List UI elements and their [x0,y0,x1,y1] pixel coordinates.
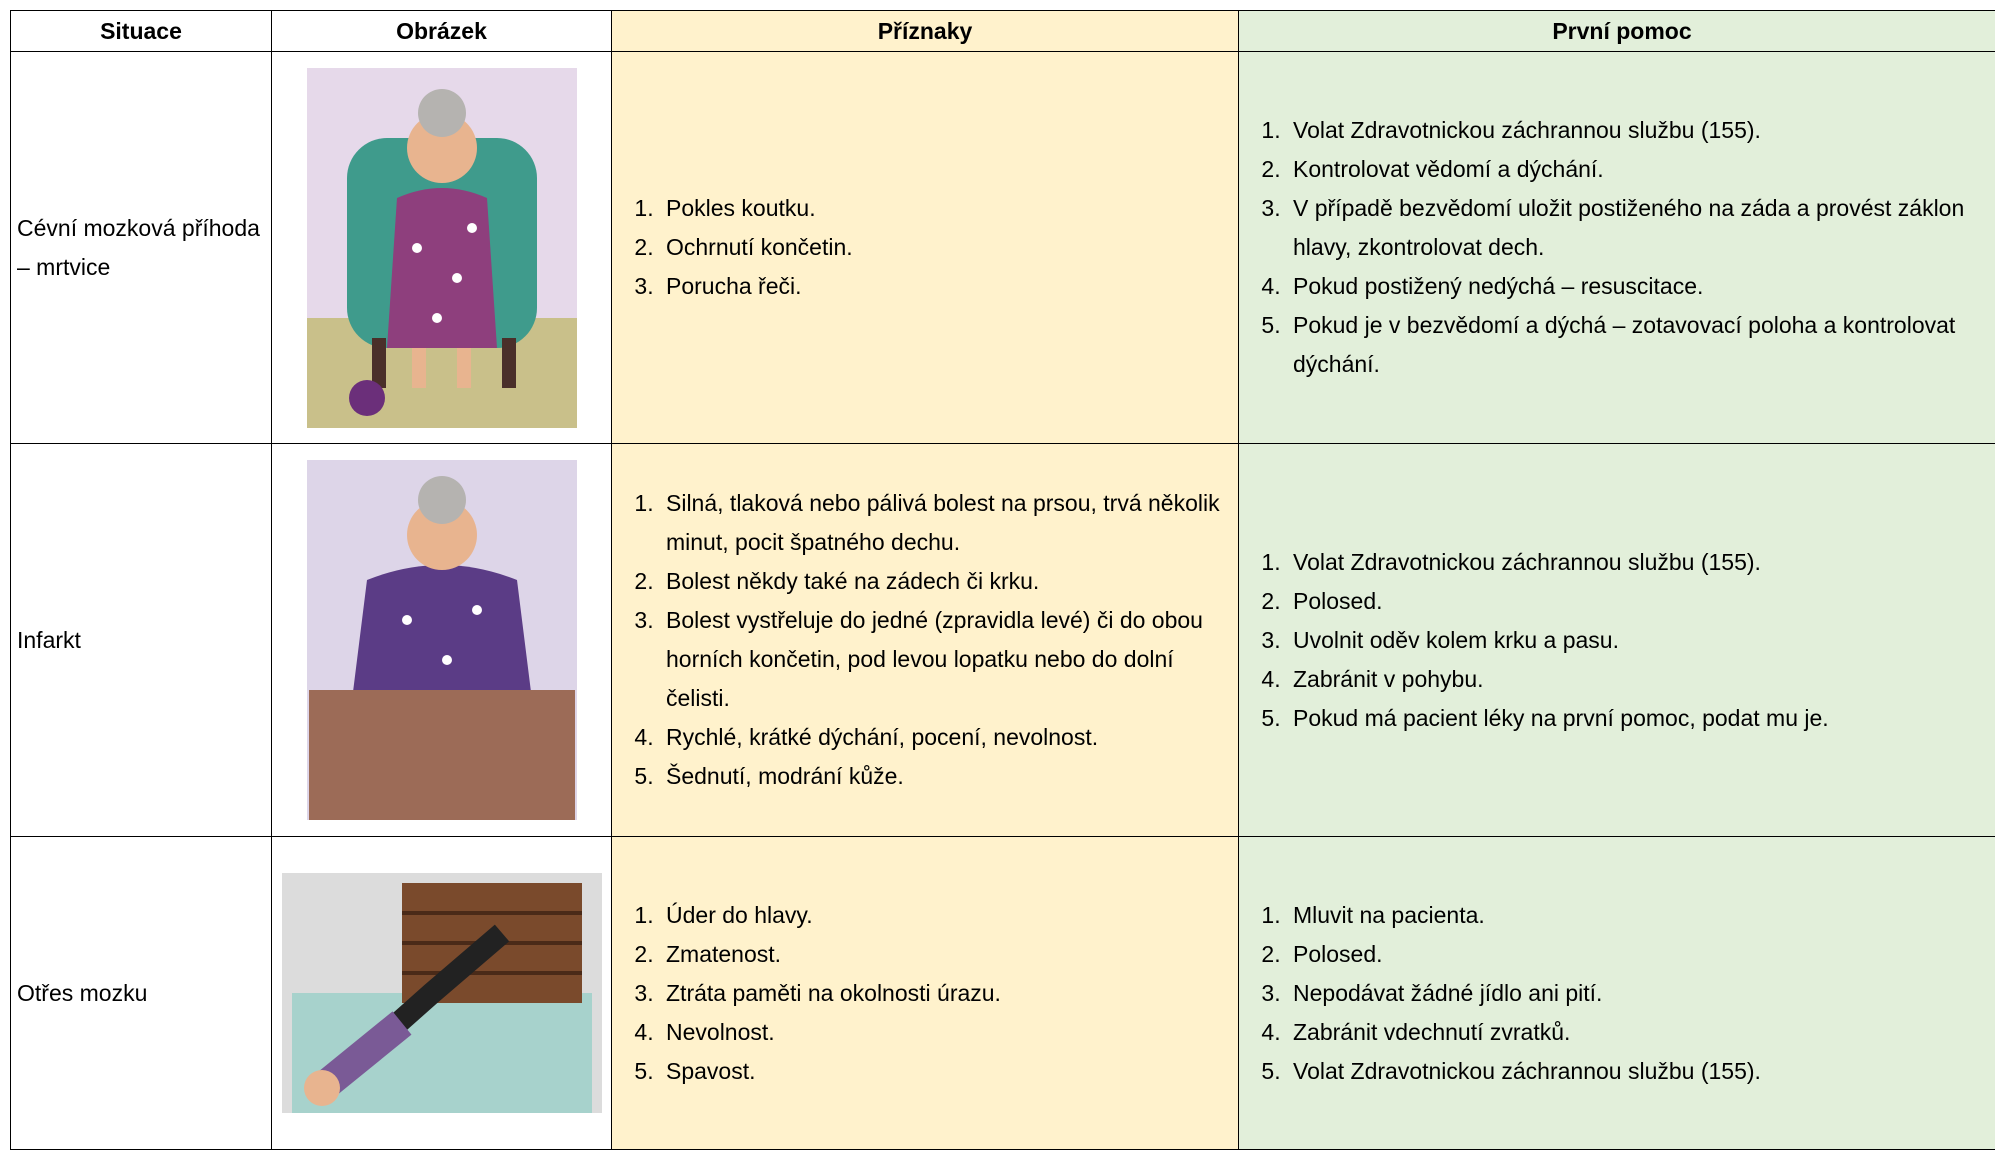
image-cell [272,444,612,837]
list-item: Volat Zdravotnickou záchrannou službu (1… [1287,1052,1995,1091]
situation-cell: Cévní mozková příhoda – mrtvice [11,52,272,444]
list-item: Ochrnutí končetin. [660,228,1232,267]
header-cell: Situace [11,11,272,52]
list-item: Zabránit vdechnutí zvratků. [1287,1013,1995,1052]
list-item: Pokles koutku. [660,189,1232,228]
header-cell: Obrázek [272,11,612,52]
list-item: Rychlé, krátké dýchání, pocení, nevolnos… [660,718,1232,757]
list-item: Úder do hlavy. [660,896,1232,935]
table-row: Infarkt Silná, tlaková nebo pálivá boles… [11,444,1995,837]
symptoms-cell: Pokles koutku.Ochrnutí končetin.Porucha … [612,52,1239,444]
list-item: Nepodávat žádné jídlo ani pití. [1287,974,1995,1013]
header-cell: První pomoc [1239,11,1995,52]
list-item: Pokud postižený nedýchá – resuscitace. [1287,267,1995,306]
symptoms-list: Úder do hlavy.Zmatenost.Ztráta paměti na… [618,896,1232,1091]
list-item: Zabránit v pohybu. [1287,660,1995,699]
situation-cell: Infarkt [11,444,272,837]
first-aid-list: Volat Zdravotnickou záchrannou službu (1… [1245,111,1995,384]
list-item: Šednutí, modrání kůže. [660,757,1232,796]
list-item: Bolest někdy také na zádech či krku. [660,562,1232,601]
list-item: Porucha řeči. [660,267,1232,306]
header-row: Situace Obrázek Příznaky První pomoc [11,11,1995,52]
image-cell [272,837,612,1150]
list-item: Spavost. [660,1052,1232,1091]
situation-cell: Otřes mozku [11,837,272,1150]
list-item: Polosed. [1287,935,1995,974]
list-item: V případě bezvědomí uložit postiženého n… [1287,189,1995,267]
first-aid-list: Mluvit na pacienta.Polosed.Nepodávat žád… [1245,896,1995,1091]
infarct-illustration [297,450,587,830]
concussion-illustration [282,873,602,1113]
list-item: Pokud je v bezvědomí a dýchá – zotavovac… [1287,306,1995,384]
table-row: Cévní mozková příhoda – mrtvice Pokles k… [11,52,1995,444]
image-cell [272,52,612,444]
first-aid-cell: Volat Zdravotnickou záchrannou službu (1… [1239,444,1995,837]
symptoms-list: Silná, tlaková nebo pálivá bolest na prs… [618,484,1232,796]
list-item: Pokud má pacient léky na první pomoc, po… [1287,699,1995,738]
symptoms-list: Pokles koutku.Ochrnutí končetin.Porucha … [618,189,1232,306]
list-item: Nevolnost. [660,1013,1232,1052]
first-aid-list: Volat Zdravotnickou záchrannou službu (1… [1245,543,1995,738]
list-item: Mluvit na pacienta. [1287,896,1995,935]
list-item: Zmatenost. [660,935,1232,974]
list-item: Polosed. [1287,582,1995,621]
list-item: Uvolnit oděv kolem krku a pasu. [1287,621,1995,660]
stroke-illustration [297,58,587,438]
list-item: Silná, tlaková nebo pálivá bolest na prs… [660,484,1232,562]
list-item: Volat Zdravotnickou záchrannou službu (1… [1287,543,1995,582]
list-item: Bolest vystřeluje do jedné (zpravidla le… [660,601,1232,718]
first-aid-table: Situace Obrázek Příznaky První pomoc Cév… [10,10,1995,1150]
first-aid-cell: Volat Zdravotnickou záchrannou službu (1… [1239,52,1995,444]
symptoms-cell: Silná, tlaková nebo pálivá bolest na prs… [612,444,1239,837]
list-item: Volat Zdravotnickou záchrannou službu (1… [1287,111,1995,150]
symptoms-cell: Úder do hlavy.Zmatenost.Ztráta paměti na… [612,837,1239,1150]
table-row: Otřes mozku Úder do hlavy.Zmatenost.Ztrá… [11,837,1995,1150]
first-aid-cell: Mluvit na pacienta.Polosed.Nepodávat žád… [1239,837,1995,1150]
header-cell: Příznaky [612,11,1239,52]
list-item: Kontrolovat vědomí a dýchání. [1287,150,1995,189]
list-item: Ztráta paměti na okolnosti úrazu. [660,974,1232,1013]
